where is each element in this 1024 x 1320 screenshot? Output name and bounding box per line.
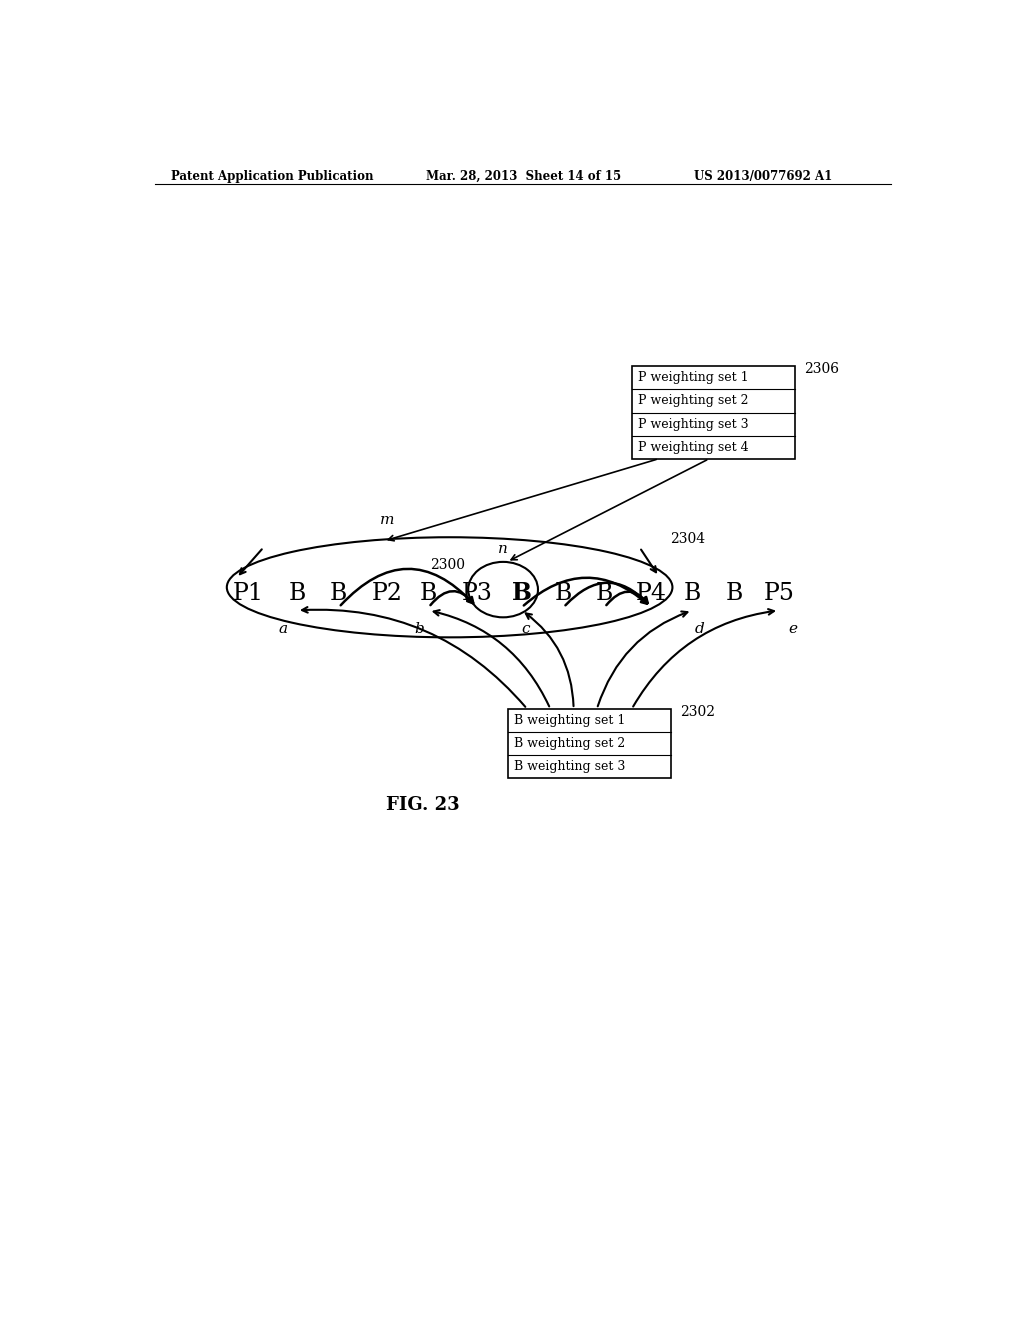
Text: d: d [695, 623, 705, 636]
Text: b: b [415, 623, 424, 636]
Bar [632, 367, 795, 459]
Text: P weighting set 2: P weighting set 2 [638, 395, 749, 408]
Text: a: a [279, 623, 288, 636]
Text: e: e [788, 623, 798, 636]
Text: n: n [498, 541, 508, 556]
Text: B: B [330, 582, 347, 605]
Text: P2: P2 [372, 582, 403, 605]
Text: 2304: 2304 [671, 532, 706, 545]
Text: B weighting set 3: B weighting set 3 [514, 760, 626, 774]
Text: P weighting set 3: P weighting set 3 [638, 417, 749, 430]
Text: Patent Application Publication: Patent Application Publication [171, 170, 373, 183]
Text: P3: P3 [462, 582, 493, 605]
Text: P5: P5 [764, 582, 795, 605]
Text: B weighting set 2: B weighting set 2 [514, 737, 626, 750]
Text: B: B [683, 582, 700, 605]
Text: B: B [289, 582, 305, 605]
Text: 2302: 2302 [680, 705, 715, 719]
Bar [508, 709, 671, 779]
Text: Mar. 28, 2013  Sheet 14 of 15: Mar. 28, 2013 Sheet 14 of 15 [426, 170, 622, 183]
Text: FIG. 23: FIG. 23 [386, 796, 460, 814]
Text: c: c [521, 623, 529, 636]
Text: B: B [555, 582, 572, 605]
Text: P weighting set 1: P weighting set 1 [638, 371, 749, 384]
Text: B: B [596, 582, 613, 605]
Text: 2300: 2300 [430, 558, 465, 572]
Text: P4: P4 [636, 582, 667, 605]
Text: P1: P1 [232, 582, 263, 605]
Text: P weighting set 4: P weighting set 4 [638, 441, 749, 454]
Text: US 2013/0077692 A1: US 2013/0077692 A1 [693, 170, 831, 183]
Text: B: B [420, 582, 437, 605]
Text: B weighting set 1: B weighting set 1 [514, 714, 626, 727]
Text: B: B [512, 581, 531, 606]
Text: m: m [380, 513, 395, 527]
Text: 2306: 2306 [804, 363, 839, 376]
Text: B: B [725, 582, 742, 605]
